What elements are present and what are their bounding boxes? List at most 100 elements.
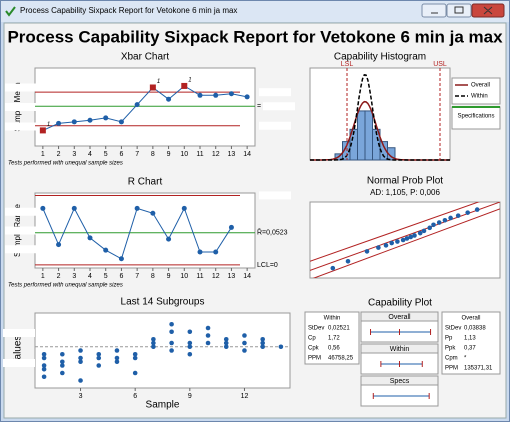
table-key: StDev bbox=[308, 326, 324, 332]
x-tick-label: 12 bbox=[241, 393, 249, 400]
point bbox=[260, 336, 265, 342]
point bbox=[60, 359, 65, 365]
legend-label: Specifications bbox=[457, 114, 494, 120]
point bbox=[56, 242, 62, 248]
point bbox=[41, 355, 47, 361]
interval-label: Overall bbox=[388, 314, 411, 321]
point bbox=[151, 344, 156, 350]
point bbox=[404, 236, 410, 241]
maximize-button[interactable] bbox=[446, 3, 472, 18]
flagged-point bbox=[39, 127, 46, 134]
point bbox=[242, 340, 247, 346]
x-tick-label: 2 bbox=[57, 273, 61, 280]
x-tick-label: 12 bbox=[212, 273, 220, 280]
point bbox=[228, 224, 234, 230]
point bbox=[197, 92, 203, 98]
point bbox=[169, 329, 174, 335]
point bbox=[223, 344, 229, 350]
interval-header bbox=[360, 311, 439, 322]
point bbox=[41, 366, 47, 372]
table-value: 0,03838 bbox=[464, 326, 486, 332]
point bbox=[187, 351, 193, 357]
table-value: 0,02521 bbox=[328, 326, 350, 332]
lcl-label: LCL=0 bbox=[257, 262, 278, 269]
point bbox=[118, 256, 124, 262]
interval-header bbox=[360, 343, 439, 354]
point bbox=[260, 344, 265, 350]
table-key: Cpk bbox=[308, 346, 320, 352]
point bbox=[213, 92, 219, 98]
hidden-label bbox=[3, 329, 35, 337]
point bbox=[242, 333, 247, 338]
y-axis-label: Values bbox=[13, 336, 24, 366]
chart-title: Last 14 Subgroups bbox=[121, 297, 205, 308]
table-header: Within bbox=[324, 316, 341, 322]
x-tick-label: 10 bbox=[180, 273, 188, 280]
interval-label: Specs bbox=[390, 378, 410, 385]
point bbox=[442, 217, 448, 223]
x-tick-label: 4 bbox=[88, 273, 92, 280]
hidden-label bbox=[5, 83, 37, 92]
spec-label: LSL bbox=[341, 61, 354, 68]
x-tick-label: 5 bbox=[104, 151, 108, 158]
point bbox=[228, 91, 234, 97]
point bbox=[96, 351, 102, 357]
stats-table bbox=[304, 311, 360, 365]
point bbox=[205, 340, 211, 346]
point bbox=[421, 228, 427, 234]
point bbox=[242, 348, 247, 353]
table-value: 1,72 bbox=[328, 336, 340, 342]
x-tick-label: 8 bbox=[151, 151, 155, 158]
x-tick-label: 1 bbox=[41, 273, 45, 280]
minimize-button[interactable] bbox=[421, 3, 447, 18]
table-value: 0,37 bbox=[464, 346, 476, 352]
point bbox=[71, 119, 77, 125]
x-tick-label: 5 bbox=[104, 273, 108, 280]
point bbox=[205, 333, 211, 338]
table-key: Ppk bbox=[445, 346, 456, 352]
x-tick-label: 2 bbox=[57, 151, 61, 158]
x-tick-label: 11 bbox=[196, 151, 203, 158]
flagged-point bbox=[149, 84, 156, 91]
point bbox=[244, 94, 250, 100]
point bbox=[408, 234, 414, 240]
hidden-label bbox=[3, 359, 35, 367]
plot-area bbox=[34, 67, 256, 147]
point bbox=[427, 225, 433, 231]
table-key: StDev bbox=[445, 326, 461, 332]
histogram-bar bbox=[364, 110, 373, 161]
point bbox=[103, 247, 109, 253]
x-tick-label: 13 bbox=[228, 273, 236, 280]
point bbox=[41, 374, 47, 380]
point bbox=[169, 348, 174, 353]
chart-subtitle: AD: 1,105, P: 0,006 bbox=[370, 188, 440, 197]
x-tick-label: 14 bbox=[243, 151, 251, 158]
point bbox=[150, 210, 156, 216]
point bbox=[474, 207, 480, 212]
point bbox=[78, 378, 83, 383]
series-line bbox=[42, 85, 248, 131]
point bbox=[60, 370, 65, 376]
point bbox=[187, 344, 193, 350]
table-value: 46758,25 bbox=[328, 356, 354, 362]
x-tick-label: 7 bbox=[135, 151, 139, 158]
x-tick-label: 4 bbox=[88, 151, 92, 158]
stats-table bbox=[441, 311, 501, 375]
table-value: 0,56 bbox=[328, 346, 340, 352]
table-header: Overall bbox=[461, 316, 480, 322]
legend-box bbox=[451, 77, 501, 105]
point bbox=[114, 348, 120, 353]
hidden-label bbox=[5, 226, 37, 235]
center-label: R̄=0,0523 bbox=[257, 229, 288, 237]
point bbox=[132, 351, 138, 357]
point bbox=[278, 344, 284, 350]
point bbox=[169, 340, 174, 346]
point bbox=[436, 220, 442, 225]
point bbox=[383, 243, 389, 248]
test-note: Tests performed with unequal sample size… bbox=[8, 161, 123, 167]
title-bar bbox=[1, 1, 509, 22]
x-tick-label: 13 bbox=[228, 151, 236, 158]
fit-line bbox=[310, 202, 480, 262]
legend-label: Within bbox=[471, 94, 488, 100]
app-icon bbox=[5, 6, 16, 17]
